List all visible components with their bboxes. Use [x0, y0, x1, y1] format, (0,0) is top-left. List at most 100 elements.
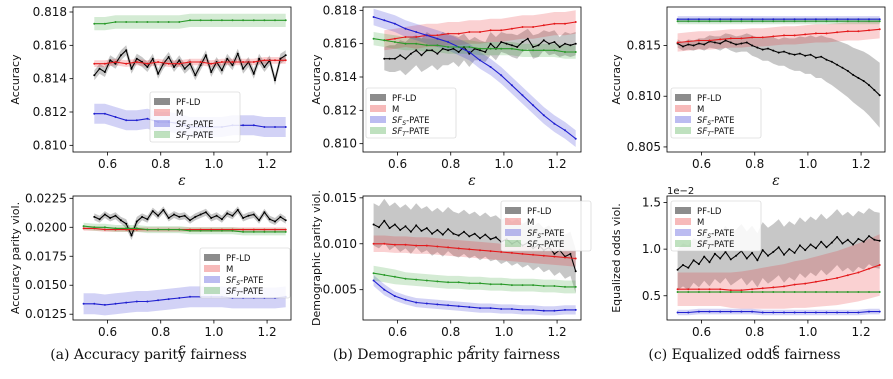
data-point [468, 235, 471, 238]
legend-label: PF-LD [392, 94, 417, 104]
data-point [751, 36, 754, 39]
series-line-sf_t-pate [373, 272, 576, 288]
data-point [468, 46, 471, 48]
data-point [468, 282, 471, 285]
data-point [173, 66, 175, 68]
legend-label: M [176, 109, 183, 119]
data-point [836, 31, 839, 34]
data-point [830, 60, 833, 63]
data-point [146, 66, 149, 68]
data-point [404, 298, 407, 301]
data-point [729, 41, 732, 44]
data-point [479, 237, 481, 240]
data-point [274, 220, 276, 223]
band-pf-ld [677, 33, 880, 128]
y-tick-label: 0.818 [33, 5, 67, 19]
data-point [183, 214, 186, 217]
data-point [772, 35, 775, 38]
data-point [687, 288, 690, 291]
data-point [220, 19, 223, 22]
data-point [226, 212, 229, 215]
data-point [814, 280, 817, 283]
data-point [103, 228, 106, 231]
y-tick-label: 0.818 [323, 3, 357, 17]
data-point [548, 42, 551, 45]
data-point [157, 61, 160, 63]
data-point [729, 289, 732, 292]
data-point [500, 41, 503, 43]
data-point [542, 24, 545, 27]
y-tick-label: 0.815 [627, 39, 661, 53]
y-tick-label: 0.015 [323, 191, 357, 205]
data-point [404, 243, 407, 246]
data-point [564, 285, 566, 288]
data-point [146, 300, 149, 303]
series-line-sf_s-pate [373, 280, 576, 312]
data-point [809, 243, 812, 246]
data-point [553, 255, 556, 258]
data-point [468, 31, 471, 33]
data-point [178, 59, 181, 62]
data-point [167, 62, 170, 65]
data-point [783, 18, 785, 21]
legend-swatch [154, 109, 170, 116]
legend-label: SFT-PATE [176, 131, 213, 142]
data-point [793, 53, 796, 56]
data-point [425, 227, 428, 230]
data-point [558, 46, 561, 48]
data-point [857, 18, 860, 21]
data-point [740, 291, 743, 293]
legend-label: PF-LD [697, 207, 722, 217]
y-axis-label: Demographic parity viol. [310, 190, 323, 326]
legend-label: SFS-PATE [697, 229, 734, 240]
y-tick-label: 0.0150 [25, 278, 67, 292]
data-point [119, 54, 122, 57]
data-point [114, 21, 117, 23]
data-point [836, 18, 839, 21]
data-point [393, 275, 396, 278]
data-point [252, 228, 255, 231]
data-point [574, 308, 577, 311]
data-point [258, 219, 261, 222]
y-axis-label: Accuracy [9, 54, 22, 105]
legend-label: M [226, 265, 233, 275]
data-point [793, 20, 796, 23]
data-point [708, 18, 711, 21]
data-point [189, 19, 191, 22]
data-point [836, 236, 839, 238]
y-tick-label: 0.010 [323, 237, 357, 251]
data-point [252, 61, 255, 63]
data-point [242, 67, 245, 70]
data-point [252, 124, 255, 127]
data-point [372, 223, 375, 226]
legend-label: M [697, 105, 704, 115]
data-point [135, 21, 138, 23]
legend-swatch [675, 105, 691, 112]
data-point [719, 18, 722, 21]
data-point [242, 19, 245, 22]
data-point [215, 214, 218, 217]
data-point [868, 291, 870, 293]
x-tick-label: 1.2 [258, 325, 277, 339]
data-point [814, 247, 817, 250]
data-point [719, 257, 722, 260]
data-point [510, 308, 513, 310]
data-point [687, 291, 690, 293]
data-point [204, 54, 207, 57]
data-point [510, 84, 513, 87]
data-point [489, 29, 492, 32]
data-point [687, 311, 690, 314]
data-point [157, 228, 160, 231]
data-point [697, 288, 700, 291]
legend-label: M [392, 105, 399, 115]
data-point [210, 62, 213, 65]
data-point [114, 214, 117, 217]
data-point [836, 291, 839, 293]
plot-frame [666, 195, 886, 321]
y-axis-label: Equalized odds viol. [610, 203, 623, 313]
data-point [468, 51, 471, 53]
data-point [564, 129, 566, 132]
data-point [404, 27, 407, 30]
data-point [804, 54, 807, 57]
data-point [836, 20, 839, 23]
